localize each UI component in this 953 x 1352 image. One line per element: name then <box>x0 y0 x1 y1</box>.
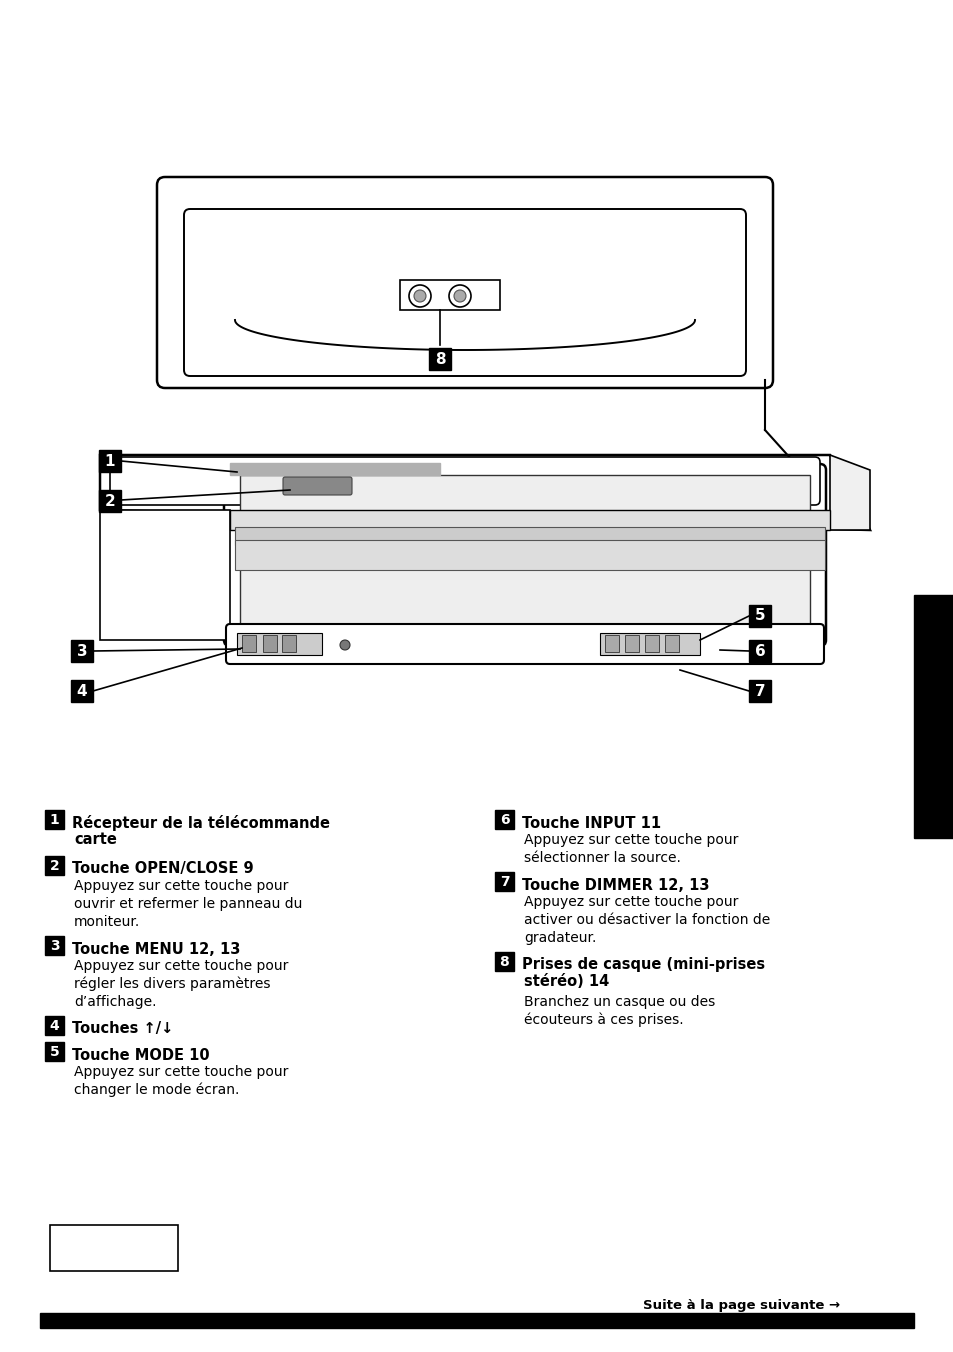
Text: Touche DIMMER 12, 13: Touche DIMMER 12, 13 <box>521 877 709 892</box>
Circle shape <box>409 285 431 307</box>
Bar <box>913 595 953 838</box>
Text: 1: 1 <box>105 453 115 469</box>
Text: gradateur.: gradateur. <box>523 932 596 945</box>
Bar <box>748 639 770 662</box>
Text: 4: 4 <box>50 1018 59 1033</box>
Bar <box>282 635 295 652</box>
Bar <box>604 635 618 652</box>
Bar <box>50 1225 178 1271</box>
Bar <box>99 489 121 512</box>
Bar <box>644 635 659 652</box>
Text: 6: 6 <box>499 813 509 826</box>
Circle shape <box>339 639 350 650</box>
Bar <box>599 633 700 654</box>
Text: Touche MENU 12, 13: Touche MENU 12, 13 <box>71 941 240 956</box>
Text: 3: 3 <box>76 644 88 658</box>
Text: 8: 8 <box>499 955 509 968</box>
Text: 1: 1 <box>50 813 59 826</box>
Bar <box>230 462 439 475</box>
Text: Touches ↑/↓: Touches ↑/↓ <box>71 1022 173 1037</box>
Bar <box>236 633 322 654</box>
Text: Touche OPEN/CLOSE 9: Touche OPEN/CLOSE 9 <box>71 861 253 876</box>
Bar <box>495 952 514 971</box>
Bar <box>429 347 451 370</box>
Text: Branchez un casque ou des: Branchez un casque ou des <box>523 995 715 1009</box>
Text: Appuyez sur cette touche pour: Appuyez sur cette touche pour <box>523 833 738 846</box>
Text: activer ou désactiver la fonction de: activer ou désactiver la fonction de <box>523 913 769 927</box>
Text: 2: 2 <box>105 493 115 508</box>
FancyBboxPatch shape <box>283 477 352 495</box>
Bar <box>664 635 679 652</box>
Text: 3: 3 <box>50 938 59 953</box>
Bar <box>242 635 255 652</box>
Text: 7: 7 <box>499 875 509 888</box>
Bar <box>71 680 92 702</box>
Text: 7: 7 <box>754 684 764 699</box>
Text: d’affichage.: d’affichage. <box>74 995 156 1009</box>
Text: 6: 6 <box>754 644 764 658</box>
Text: Touche INPUT 11: Touche INPUT 11 <box>521 815 660 830</box>
Bar <box>624 635 639 652</box>
Text: 8: 8 <box>435 352 445 366</box>
Text: 4: 4 <box>76 684 88 699</box>
Polygon shape <box>230 510 829 530</box>
Bar <box>234 539 824 571</box>
Bar <box>45 1015 64 1036</box>
Circle shape <box>414 289 426 301</box>
FancyBboxPatch shape <box>157 177 772 388</box>
Text: Récepteur de la télécommande: Récepteur de la télécommande <box>71 815 330 831</box>
Text: ouvrir et refermer le panneau du: ouvrir et refermer le panneau du <box>74 896 302 911</box>
Bar <box>99 450 121 472</box>
Text: sélectionner la source.: sélectionner la source. <box>523 850 680 865</box>
Text: Appuyez sur cette touche pour: Appuyez sur cette touche pour <box>74 1065 288 1079</box>
Bar <box>495 872 514 891</box>
Text: Touche MODE 10: Touche MODE 10 <box>71 1048 210 1063</box>
Circle shape <box>449 285 471 307</box>
Text: écouteurs à ces prises.: écouteurs à ces prises. <box>523 1013 683 1028</box>
Bar <box>234 527 824 545</box>
Text: moniteur.: moniteur. <box>74 915 140 929</box>
Text: changer le mode écran.: changer le mode écran. <box>74 1083 239 1098</box>
Text: stéréo) 14: stéréo) 14 <box>523 975 609 990</box>
Text: Prises de casque (mini-prises: Prises de casque (mini-prises <box>521 957 764 972</box>
Bar <box>748 604 770 627</box>
Bar <box>495 810 514 829</box>
FancyBboxPatch shape <box>184 210 745 376</box>
FancyBboxPatch shape <box>224 464 825 646</box>
Polygon shape <box>100 510 230 639</box>
Polygon shape <box>100 456 869 530</box>
Bar <box>748 680 770 702</box>
Text: Appuyez sur cette touche pour: Appuyez sur cette touche pour <box>74 959 288 973</box>
Text: régler les divers paramètres: régler les divers paramètres <box>74 976 271 991</box>
Bar <box>263 635 276 652</box>
Text: carte: carte <box>74 833 117 848</box>
Circle shape <box>454 289 465 301</box>
Text: 5: 5 <box>50 1045 59 1059</box>
Bar <box>399 280 499 310</box>
Bar <box>45 810 64 829</box>
Bar <box>45 856 64 875</box>
Bar <box>40 1314 913 1329</box>
Bar <box>240 475 809 625</box>
Polygon shape <box>829 456 869 530</box>
Text: Suite à la page suivante →: Suite à la page suivante → <box>642 1298 840 1311</box>
Bar <box>71 639 92 662</box>
Text: 2: 2 <box>50 859 59 872</box>
Bar <box>45 1042 64 1061</box>
Bar <box>45 936 64 955</box>
FancyBboxPatch shape <box>226 625 823 664</box>
FancyBboxPatch shape <box>110 457 820 506</box>
Text: Appuyez sur cette touche pour: Appuyez sur cette touche pour <box>74 879 288 894</box>
Text: Appuyez sur cette touche pour: Appuyez sur cette touche pour <box>523 895 738 909</box>
Text: 5: 5 <box>754 608 764 623</box>
